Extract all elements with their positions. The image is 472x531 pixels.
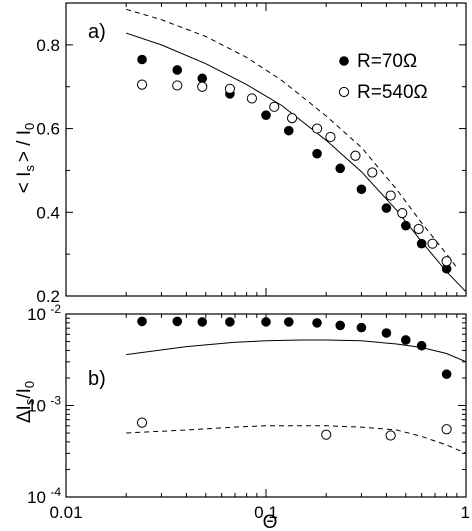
panel-b-ticks: 10 -4 10 -3 10 -2 0.01 0.1 1	[27, 302, 470, 522]
x-tick-label: 0.1	[254, 503, 278, 522]
y-tick-label: 10	[27, 305, 46, 324]
data-point-r540	[321, 429, 332, 440]
data-point-r70	[381, 203, 392, 213]
data-point-r540	[197, 81, 208, 92]
data-point-r540	[385, 430, 396, 441]
data-point-r540	[325, 131, 336, 143]
y-tick-label: 10	[27, 397, 46, 416]
ylabel-a-sub: s	[22, 165, 37, 172]
data-point-r540	[441, 424, 452, 435]
data-point-r70	[197, 73, 208, 84]
data-point-r540	[427, 238, 438, 249]
data-point-r540	[385, 190, 396, 201]
legend-marker-r70	[339, 56, 349, 66]
panel-b: 10 -4 10 -3 10 -2 0.01 0.1 1 b) ΔIs/I0 Θ	[14, 302, 470, 531]
y-tick-exponent: -3	[50, 394, 61, 408]
ylabel-b-sub2: 0	[22, 381, 37, 388]
y-tick-label: 10	[27, 488, 46, 507]
data-point-r540	[136, 417, 148, 428]
data-point-r70	[400, 220, 411, 231]
data-point-r70	[335, 320, 346, 331]
panel-a-frame	[65, 2, 467, 297]
data-point-r540	[413, 223, 424, 235]
y-tick-label: 0.4	[36, 203, 60, 222]
data-point-r70	[137, 316, 147, 327]
ylabel-a-sub2: 0	[22, 123, 37, 130]
panel-a-label: a)	[88, 21, 106, 43]
ylabel-b-open: ΔI	[14, 405, 35, 423]
panel-a: 0.2 0.4 0.6 0.8 a) R=70Ω R=540Ω < Is > / I0	[14, 2, 467, 306]
data-point-r540	[136, 79, 148, 90]
panel-a-y-axis-title: < Is > / I0	[14, 123, 37, 194]
ylabel-a-close: > / I	[14, 130, 35, 162]
x-axis-title: Θ	[263, 512, 278, 531]
data-point-r70	[335, 163, 346, 174]
x-tick-label: 1	[461, 503, 470, 522]
data-point-r70	[400, 335, 411, 345]
data-point-r540	[311, 123, 323, 134]
data-point-r70	[416, 340, 427, 351]
data-point-r70	[441, 263, 452, 274]
curve-solid	[126, 32, 466, 293]
data-point-r70	[356, 322, 367, 333]
data-point-r70	[312, 148, 322, 159]
legend-marker-r540	[338, 86, 350, 98]
data-point-r70	[197, 317, 208, 327]
data-point-r70	[172, 65, 183, 75]
data-point-r70	[416, 238, 427, 249]
data-point-r540	[224, 83, 236, 94]
data-point-r70	[225, 317, 235, 327]
panel-a-legend: R=70Ω R=540Ω	[338, 51, 428, 103]
y-tick-exponent: -2	[50, 302, 61, 316]
data-point-r540	[397, 208, 408, 219]
data-point-r540	[350, 150, 361, 161]
data-point-r70	[381, 328, 392, 338]
ylabel-a-open: < I	[14, 172, 35, 194]
data-point-r540	[286, 113, 298, 124]
data-point-r70	[441, 369, 452, 379]
curve-dashed	[126, 8, 458, 268]
data-point-r540	[367, 167, 378, 178]
data-point-r70	[261, 110, 271, 120]
panel-b-points	[136, 316, 452, 441]
y-tick-exponent: -4	[50, 485, 61, 499]
data-point-r70	[356, 184, 367, 195]
panel-b-label: b)	[88, 368, 106, 390]
panel-a-curves	[126, 8, 466, 293]
data-point-r540	[246, 93, 257, 104]
data-point-r540	[269, 101, 280, 112]
panel-a-points	[136, 54, 452, 274]
ylabel-b-sub: s	[22, 398, 37, 405]
legend-label-r70: R=70Ω	[357, 51, 417, 72]
data-point-r540	[172, 80, 183, 91]
x-tick-label: 0.01	[49, 503, 82, 522]
y-tick-label: 0.6	[36, 120, 60, 139]
data-point-r70	[137, 54, 147, 65]
data-point-r70	[312, 318, 322, 328]
data-point-r70	[172, 316, 183, 327]
panel-b-curves	[126, 339, 466, 454]
data-point-r70	[261, 317, 271, 327]
panel-b-frame	[65, 313, 467, 498]
y-tick-label: 0.8	[36, 36, 60, 55]
data-point-r70	[283, 125, 294, 136]
legend-label-r540: R=540Ω	[357, 82, 428, 103]
data-point-r540	[441, 256, 452, 267]
panel-b-y-axis-title: ΔIs/I0	[14, 381, 37, 423]
data-point-r70	[283, 317, 294, 327]
y-tick-label: 0.2	[36, 287, 60, 306]
curve-solid	[126, 339, 466, 363]
panel-a-ticks: 0.2 0.4 0.6 0.8	[36, 2, 467, 306]
curve-dashed	[126, 425, 466, 454]
ylabel-b-close: /I	[14, 388, 35, 399]
